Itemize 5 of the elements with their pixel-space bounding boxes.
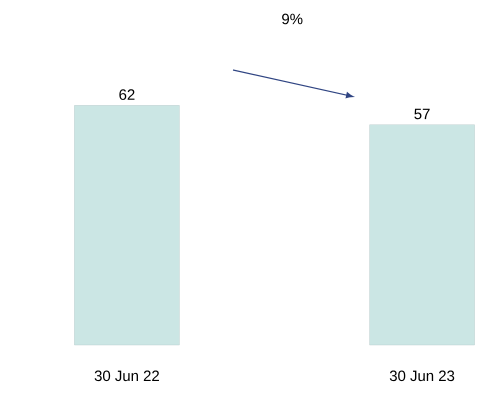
data-label: 62 [119,89,134,100]
x-tick-label: 30 Jun 22 [94,370,159,382]
text: 9% [282,14,302,24]
x-tick-label: 30 Jun 23 [390,370,454,382]
data-label: 57 [414,108,430,120]
